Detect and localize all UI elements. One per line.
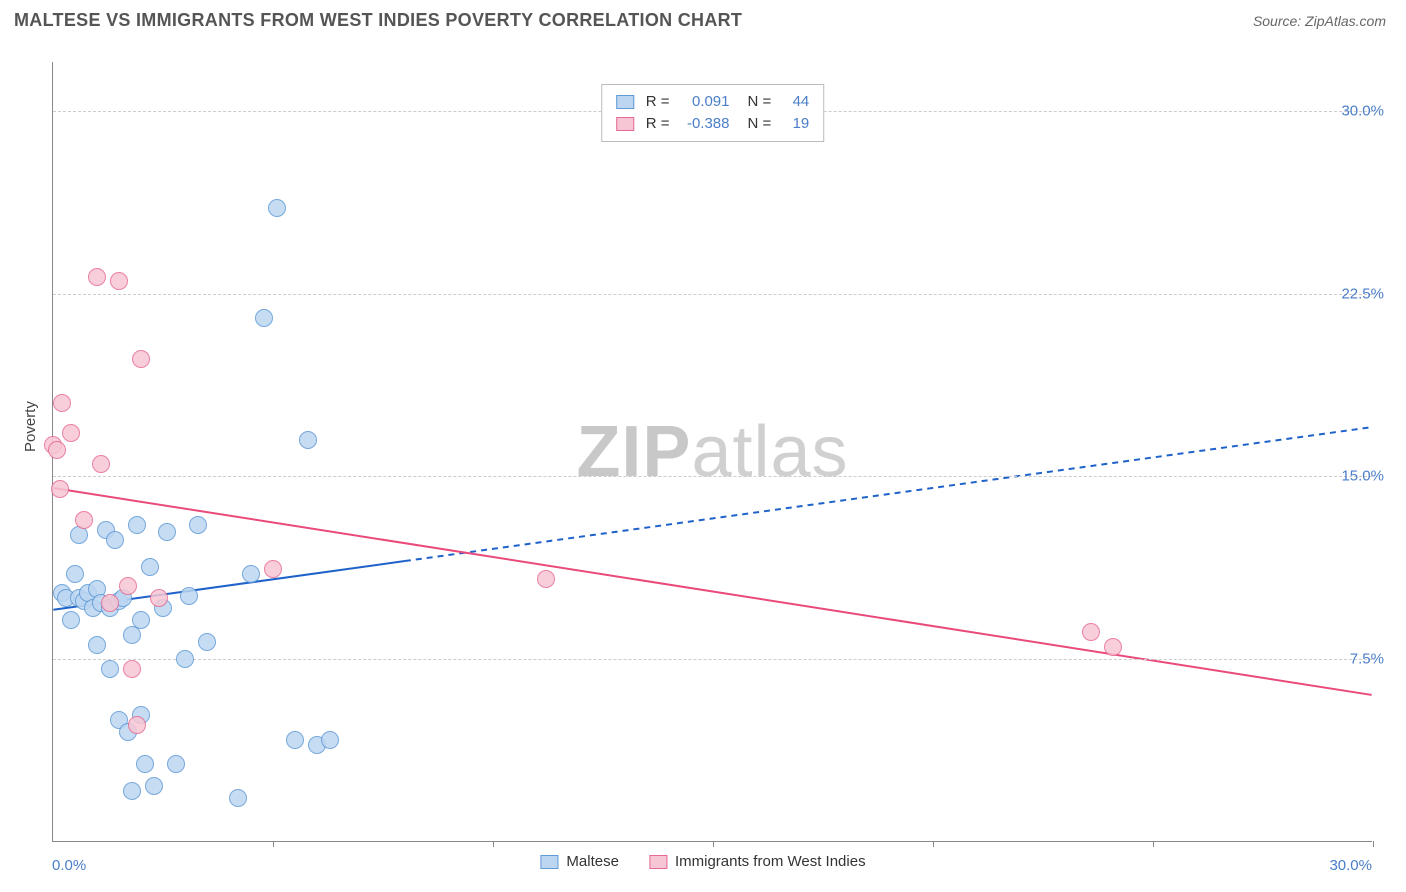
legend-correlation-row: R = 0.091 N = 44 <box>616 91 810 113</box>
data-point <box>158 523 176 541</box>
legend-bottom-item: Maltese <box>540 853 619 870</box>
regression-line-dashed <box>405 427 1372 561</box>
data-point <box>268 199 286 217</box>
data-point <box>88 268 106 286</box>
data-point <box>321 731 339 749</box>
data-point <box>286 731 304 749</box>
chart-source: Source: ZipAtlas.com <box>1253 13 1386 29</box>
legend-n-label: N = <box>748 113 772 135</box>
plot-area: ZIPatlas R = 0.091 N = 44 R = -0.388 N = 19 <box>52 62 1372 842</box>
data-point <box>110 272 128 290</box>
legend-n-value: 44 <box>779 91 809 113</box>
data-point <box>128 716 146 734</box>
legend-series-label: Immigrants from West Indies <box>675 853 866 870</box>
legend-bottom: Maltese Immigrants from West Indies <box>540 853 865 870</box>
regression-line-solid <box>53 488 1371 695</box>
x-tick <box>933 841 934 847</box>
legend-r-label: R = <box>646 113 670 135</box>
data-point <box>1104 638 1122 656</box>
legend-correlation-row: R = -0.388 N = 19 <box>616 113 810 135</box>
data-point <box>132 611 150 629</box>
legend-n-label: N = <box>748 91 772 113</box>
data-point <box>299 431 317 449</box>
data-point <box>101 660 119 678</box>
data-point <box>176 650 194 668</box>
data-point <box>136 755 154 773</box>
data-point <box>167 755 185 773</box>
data-point <box>1082 623 1100 641</box>
legend-swatch <box>616 117 634 131</box>
data-point <box>255 309 273 327</box>
x-tick <box>1153 841 1154 847</box>
data-point <box>106 531 124 549</box>
data-point <box>92 455 110 473</box>
x-axis-min-label: 0.0% <box>52 857 86 874</box>
data-point <box>128 516 146 534</box>
data-point <box>132 350 150 368</box>
data-point <box>75 511 93 529</box>
chart-container: Poverty ZIPatlas R = 0.091 N = 44 R = -0.388 N… <box>14 42 1392 872</box>
data-point <box>229 789 247 807</box>
data-point <box>62 424 80 442</box>
legend-series-label: Maltese <box>566 853 619 870</box>
legend-n-value: 19 <box>779 113 809 135</box>
legend-swatch <box>540 855 558 869</box>
data-point <box>66 565 84 583</box>
data-point <box>48 441 66 459</box>
chart-title: MALTESE VS IMMIGRANTS FROM WEST INDIES P… <box>14 10 742 31</box>
legend-r-label: R = <box>646 91 670 113</box>
data-point <box>145 777 163 795</box>
data-point <box>264 560 282 578</box>
legend-swatch <box>649 855 667 869</box>
data-point <box>189 516 207 534</box>
y-tick-label: 30.0% <box>1341 102 1384 119</box>
data-point <box>53 394 71 412</box>
data-point <box>101 594 119 612</box>
data-point <box>119 577 137 595</box>
legend-swatch <box>616 95 634 109</box>
gridline <box>53 476 1372 477</box>
data-point <box>123 660 141 678</box>
watermark: ZIPatlas <box>576 411 848 493</box>
regression-lines <box>53 62 1372 841</box>
legend-bottom-item: Immigrants from West Indies <box>649 853 866 870</box>
data-point <box>242 565 260 583</box>
y-axis-label: Poverty <box>22 401 39 452</box>
x-tick <box>713 841 714 847</box>
x-axis-max-label: 30.0% <box>1329 857 1372 874</box>
y-tick-label: 22.5% <box>1341 285 1384 302</box>
legend-correlation-box: R = 0.091 N = 44 R = -0.388 N = 19 <box>601 84 825 142</box>
data-point <box>537 570 555 588</box>
gridline <box>53 659 1372 660</box>
data-point <box>123 782 141 800</box>
data-point <box>180 587 198 605</box>
y-tick-label: 15.0% <box>1341 468 1384 485</box>
x-tick <box>273 841 274 847</box>
data-point <box>141 558 159 576</box>
data-point <box>51 480 69 498</box>
legend-r-value: 0.091 <box>678 91 730 113</box>
legend-r-value: -0.388 <box>678 113 730 135</box>
data-point <box>150 589 168 607</box>
y-tick-label: 7.5% <box>1350 651 1384 668</box>
data-point <box>88 636 106 654</box>
gridline <box>53 294 1372 295</box>
data-point <box>62 611 80 629</box>
data-point <box>198 633 216 651</box>
x-tick <box>493 841 494 847</box>
x-tick <box>1373 841 1374 847</box>
